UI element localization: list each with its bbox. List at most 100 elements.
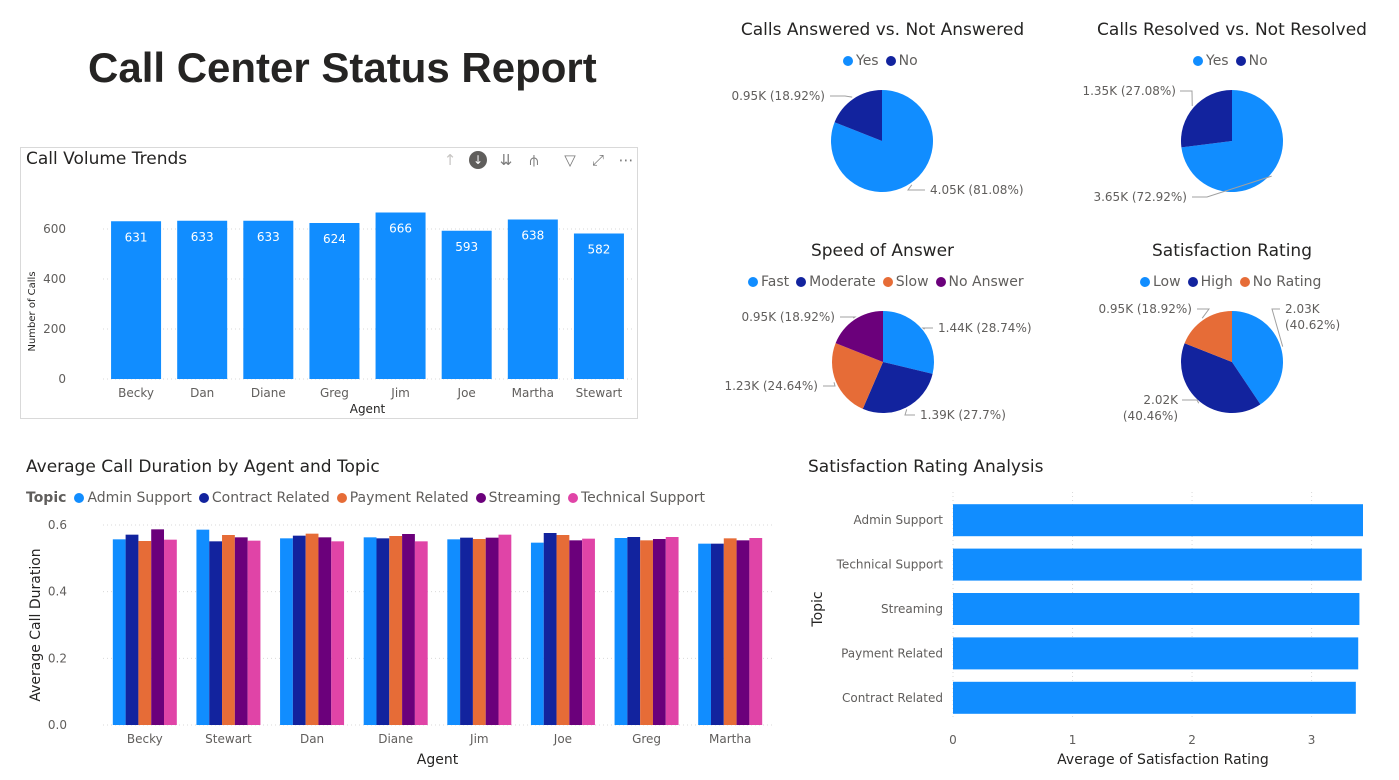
bar: [363, 537, 377, 725]
legend-item[interactable]: Payment Related: [336, 490, 469, 506]
legend-item[interactable]: Fast: [748, 274, 789, 290]
pie-slice: [1184, 311, 1232, 362]
bar: [710, 543, 724, 725]
legend-item[interactable]: Streaming: [475, 490, 561, 506]
y-tick-label: 0: [58, 372, 66, 386]
answered-pie[interactable]: 4.05K (81.08%) 0.95K (18.92%): [725, 78, 1045, 208]
drill-down-icon[interactable]: ↓: [469, 151, 487, 169]
bar: [736, 540, 750, 725]
legend-dot: [796, 277, 807, 287]
legend-item[interactable]: Contract Related: [198, 490, 330, 506]
data-label: 633: [191, 230, 214, 244]
y-tick-label: 0.6: [48, 518, 67, 532]
legend-item[interactable]: Slow: [882, 274, 929, 290]
data-label: 1.35K (27.08%): [1082, 84, 1176, 98]
bar: [698, 543, 711, 725]
speed-legend[interactable]: Fast Moderate Slow No Answer: [748, 274, 1031, 290]
legend-label: Technical Support: [580, 490, 706, 506]
data-label: 1.44K (28.74%): [938, 321, 1032, 335]
y-tick-label: Payment Related: [841, 646, 943, 660]
legend-item[interactable]: Yes: [843, 53, 879, 69]
bar: [209, 541, 223, 725]
y-tick-label: Admin Support: [854, 513, 944, 527]
legend-label: Contract Related: [211, 490, 330, 506]
y-axis-title: Number of Calls: [27, 271, 38, 351]
bar: [460, 537, 473, 725]
resolved-title: Calls Resolved vs. Not Resolved: [1097, 20, 1367, 40]
duration-legend[interactable]: Topic Admin Support Contract Related Paymen…: [26, 490, 712, 506]
y-tick-label: Streaming: [881, 602, 943, 616]
x-tick-label: Joe: [457, 386, 476, 400]
bar: [472, 539, 486, 725]
pie-slice: [862, 362, 933, 413]
bar: [292, 535, 306, 725]
legend-dot: [1235, 56, 1246, 66]
y-axis-title: Topic: [810, 591, 826, 627]
leader-line: [1192, 175, 1272, 198]
legend-item[interactable]: Yes: [1193, 53, 1229, 69]
bar: [402, 534, 415, 725]
legend-item[interactable]: Technical Support: [567, 490, 706, 506]
legend-item[interactable]: High: [1187, 274, 1233, 290]
bar: [331, 541, 345, 725]
data-label: 638: [521, 229, 544, 243]
satisfaction-title: Satisfaction Rating: [1152, 241, 1312, 261]
duration-chart[interactable]: 0.0 0.2 0.4 0.6 Becky Stewart Dan Diane Jim Joe Gr…: [20, 512, 780, 772]
legend-item[interactable]: No: [1235, 53, 1268, 69]
bar: [309, 223, 360, 379]
x-axis-title: Average of Satisfaction Rating: [1057, 752, 1269, 768]
legend-dot: [935, 277, 946, 287]
satisfaction-legend[interactable]: Low High No Rating: [1140, 274, 1328, 290]
leader-line: [921, 327, 933, 330]
y-tick-label: 0.0: [48, 718, 67, 732]
call-volume-chart[interactable]: 0 200 400 600 631 Becky 633 Dan 633 Diane 624 Greg 6…: [20, 178, 638, 418]
more-options-icon[interactable]: ⋯: [618, 151, 634, 169]
pie-slice: [831, 90, 933, 193]
pie-slice: [832, 343, 883, 409]
x-tick-label: 3: [1308, 733, 1316, 747]
legend-dot: [1239, 277, 1250, 287]
y-tick-label: 600: [43, 222, 66, 236]
legend-dot: [1187, 277, 1198, 287]
x-tick-label: Stewart: [576, 386, 623, 400]
resolved-legend[interactable]: Yes No: [1193, 53, 1275, 69]
bar: [151, 529, 165, 725]
legend-dot: [74, 493, 85, 503]
bar: [627, 537, 641, 725]
satisfaction-pie[interactable]: 2.03K (40.62%) 2.02K (40.46%) 0.95K (18.92%): [1082, 299, 1392, 429]
legend-item[interactable]: No: [885, 53, 918, 69]
legend-item[interactable]: Moderate: [796, 274, 876, 290]
data-label: 2.02K: [1143, 393, 1179, 407]
legend-dot: [843, 56, 853, 66]
satanalysis-chart[interactable]: 0 1 2 3 Admin Support Technical Support Stream…: [800, 488, 1390, 773]
bar: [485, 537, 499, 725]
pie-slice: [1181, 343, 1261, 413]
focus-mode-icon[interactable]: ⤢: [591, 151, 604, 169]
bar: [164, 539, 177, 725]
legend-item[interactable]: No Rating: [1239, 274, 1321, 290]
leader-line: [1180, 90, 1193, 106]
expand-hierarchy-icon[interactable]: ⫛: [529, 151, 539, 169]
speed-title: Speed of Answer: [810, 241, 955, 261]
bar: [375, 212, 426, 379]
legend-item[interactable]: No Answer: [935, 274, 1024, 290]
pie-slice: [883, 311, 934, 374]
speed-pie[interactable]: 1.44K (28.74%) 1.39K (27.7%) 1.23K (24.64%…: [715, 299, 1055, 429]
legend-item[interactable]: Low: [1140, 274, 1181, 290]
call-volume-card[interactable]: [20, 147, 638, 419]
answered-title: Calls Answered vs. Not Answered: [740, 20, 1025, 40]
legend-label: No Answer: [948, 274, 1024, 290]
bar: [665, 537, 679, 725]
legend-dot: [475, 493, 486, 503]
bar: [573, 233, 624, 379]
expand-all-down-icon[interactable]: ⇊: [499, 151, 513, 169]
filter-icon[interactable]: ▽: [564, 151, 576, 169]
leader-line: [904, 409, 915, 416]
data-label: 4.05K (81.08%): [930, 183, 1024, 197]
drill-up-icon[interactable]: ↑: [443, 151, 457, 169]
legend-item[interactable]: Admin Support: [74, 490, 192, 506]
resolved-pie[interactable]: 3.65K (72.92%) 1.35K (27.08%): [1082, 78, 1392, 208]
bar: [723, 538, 737, 725]
x-tick-label: Stewart: [205, 732, 252, 746]
answered-legend[interactable]: Yes No: [843, 53, 925, 69]
